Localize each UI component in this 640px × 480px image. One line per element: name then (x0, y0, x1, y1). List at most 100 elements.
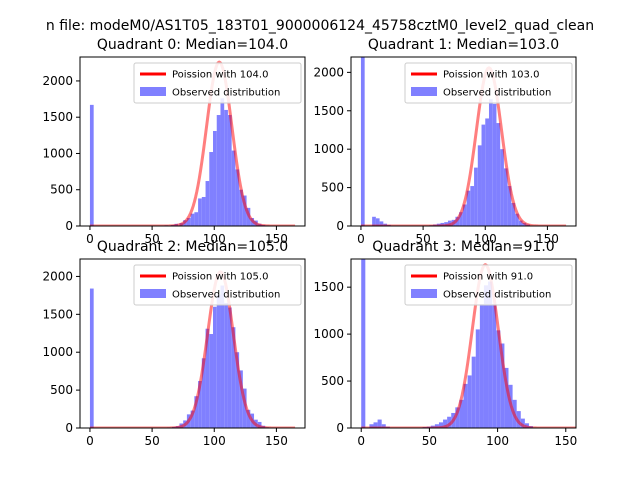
plot-area (89, 60, 296, 226)
hist-bar (518, 220, 523, 226)
hist-bar (235, 352, 240, 428)
axes-frame (79, 56, 306, 227)
y-tick-label: 2000 (42, 74, 73, 88)
hist-bar (194, 396, 199, 428)
hist-bar (443, 419, 448, 428)
hist-bar (194, 212, 199, 226)
x-tick-label: 100 (486, 434, 509, 448)
y-tick-label: 1500 (42, 307, 73, 321)
hist-bar (201, 196, 206, 226)
x-tick-label: 50 (144, 232, 159, 246)
hist-bar (213, 306, 217, 428)
hist-bar (242, 195, 247, 226)
hist-bar (516, 411, 521, 428)
hist-bar (375, 218, 380, 226)
hist-bar (500, 149, 504, 226)
hist-bar (246, 409, 251, 428)
hist-bar (438, 422, 444, 428)
y-tick-label: 500 (50, 183, 73, 197)
legend: Poission with 91.0 Observed distribution (404, 264, 573, 306)
y-tick-label: 2000 (313, 65, 344, 79)
y-tick-label: 0 (65, 219, 73, 233)
legend-patch-swatch (140, 87, 166, 96)
hist-bar (216, 294, 221, 428)
hist-bar (369, 424, 374, 428)
hist-bar (224, 302, 228, 428)
hist-bar (492, 103, 497, 226)
x-tick-label: 100 (203, 232, 226, 246)
legend-patch-swatch (140, 289, 166, 298)
x-tick-label: 100 (474, 232, 497, 246)
legend-box (404, 62, 573, 104)
x-tick-label: 0 (86, 232, 94, 246)
axes-frame (350, 258, 577, 429)
hist-bar (503, 168, 508, 226)
hist-bar (231, 150, 236, 226)
hist-bar (198, 381, 202, 428)
legend: Poission with 104.0 Observed distribution (133, 62, 302, 104)
hist-bar (216, 115, 221, 226)
legend-entry-observed: Observed distribution (443, 88, 551, 99)
legend-entry-poisson: Poission with 105.0 (172, 272, 268, 283)
hist-bar (481, 124, 486, 226)
hist-bar (483, 285, 489, 428)
plot-area (361, 259, 576, 428)
figure-title: n file: modeM0/AS1T05_183T01_9000006124_… (46, 18, 594, 34)
hist-bar (231, 327, 236, 428)
hist-bar (447, 416, 452, 428)
hist-bar (455, 407, 460, 428)
y-tick-label: 0 (65, 421, 73, 435)
hist-bar (511, 202, 516, 226)
hist-bar (360, 57, 365, 226)
hist-bar (485, 118, 489, 226)
y-tick-label: 2000 (42, 269, 73, 283)
y-tick-label: 1500 (313, 280, 344, 294)
hist-bar (470, 186, 475, 226)
y-tick-label: 1500 (42, 110, 73, 124)
y-tick-label: 1500 (313, 104, 344, 118)
hist-bar (474, 167, 478, 226)
hist-bar (462, 204, 467, 226)
hist-bar (471, 356, 476, 428)
hist-bar (235, 169, 240, 226)
axes-frame (350, 56, 577, 227)
hist-bar (213, 130, 217, 226)
hist-bar (239, 189, 243, 226)
legend-entry-poisson: Poission with 104.0 (172, 70, 268, 81)
hist-bar (507, 186, 512, 226)
hist-bar (434, 424, 439, 428)
hist-bar (377, 419, 382, 428)
hist-bar (463, 383, 468, 428)
subplot-title: Quadrant 0: Median=104.0 (97, 37, 288, 53)
hist-bar (89, 288, 94, 428)
hist-bar (239, 370, 243, 428)
x-tick-label: 150 (265, 232, 288, 246)
hist-bar (459, 399, 464, 428)
y-tick-label: 0 (336, 421, 344, 435)
hist-bar (89, 104, 94, 226)
hist-bar (186, 218, 191, 226)
hist-bar (381, 424, 386, 428)
hist-bar (242, 388, 247, 428)
legend-entry-poisson: Poission with 103.0 (443, 70, 539, 81)
hist-bar (467, 375, 472, 428)
x-tick-label: 150 (536, 232, 559, 246)
legend-patch-swatch (411, 87, 437, 96)
y-tick-label: 1000 (313, 142, 344, 156)
x-tick-label: 150 (554, 434, 577, 448)
x-tick-label: 0 (86, 434, 94, 448)
legend-entry-poisson: Poission with 91.0 (443, 272, 533, 283)
hist-bar (220, 98, 225, 226)
hist-bar (496, 330, 501, 428)
hist-bar (475, 329, 480, 428)
hist-bar (205, 328, 210, 428)
hist-bar (361, 259, 366, 428)
hist-bar (520, 418, 525, 428)
hist-bar (209, 334, 214, 428)
y-tick-label: 500 (50, 383, 73, 397)
plot-area (89, 270, 296, 428)
